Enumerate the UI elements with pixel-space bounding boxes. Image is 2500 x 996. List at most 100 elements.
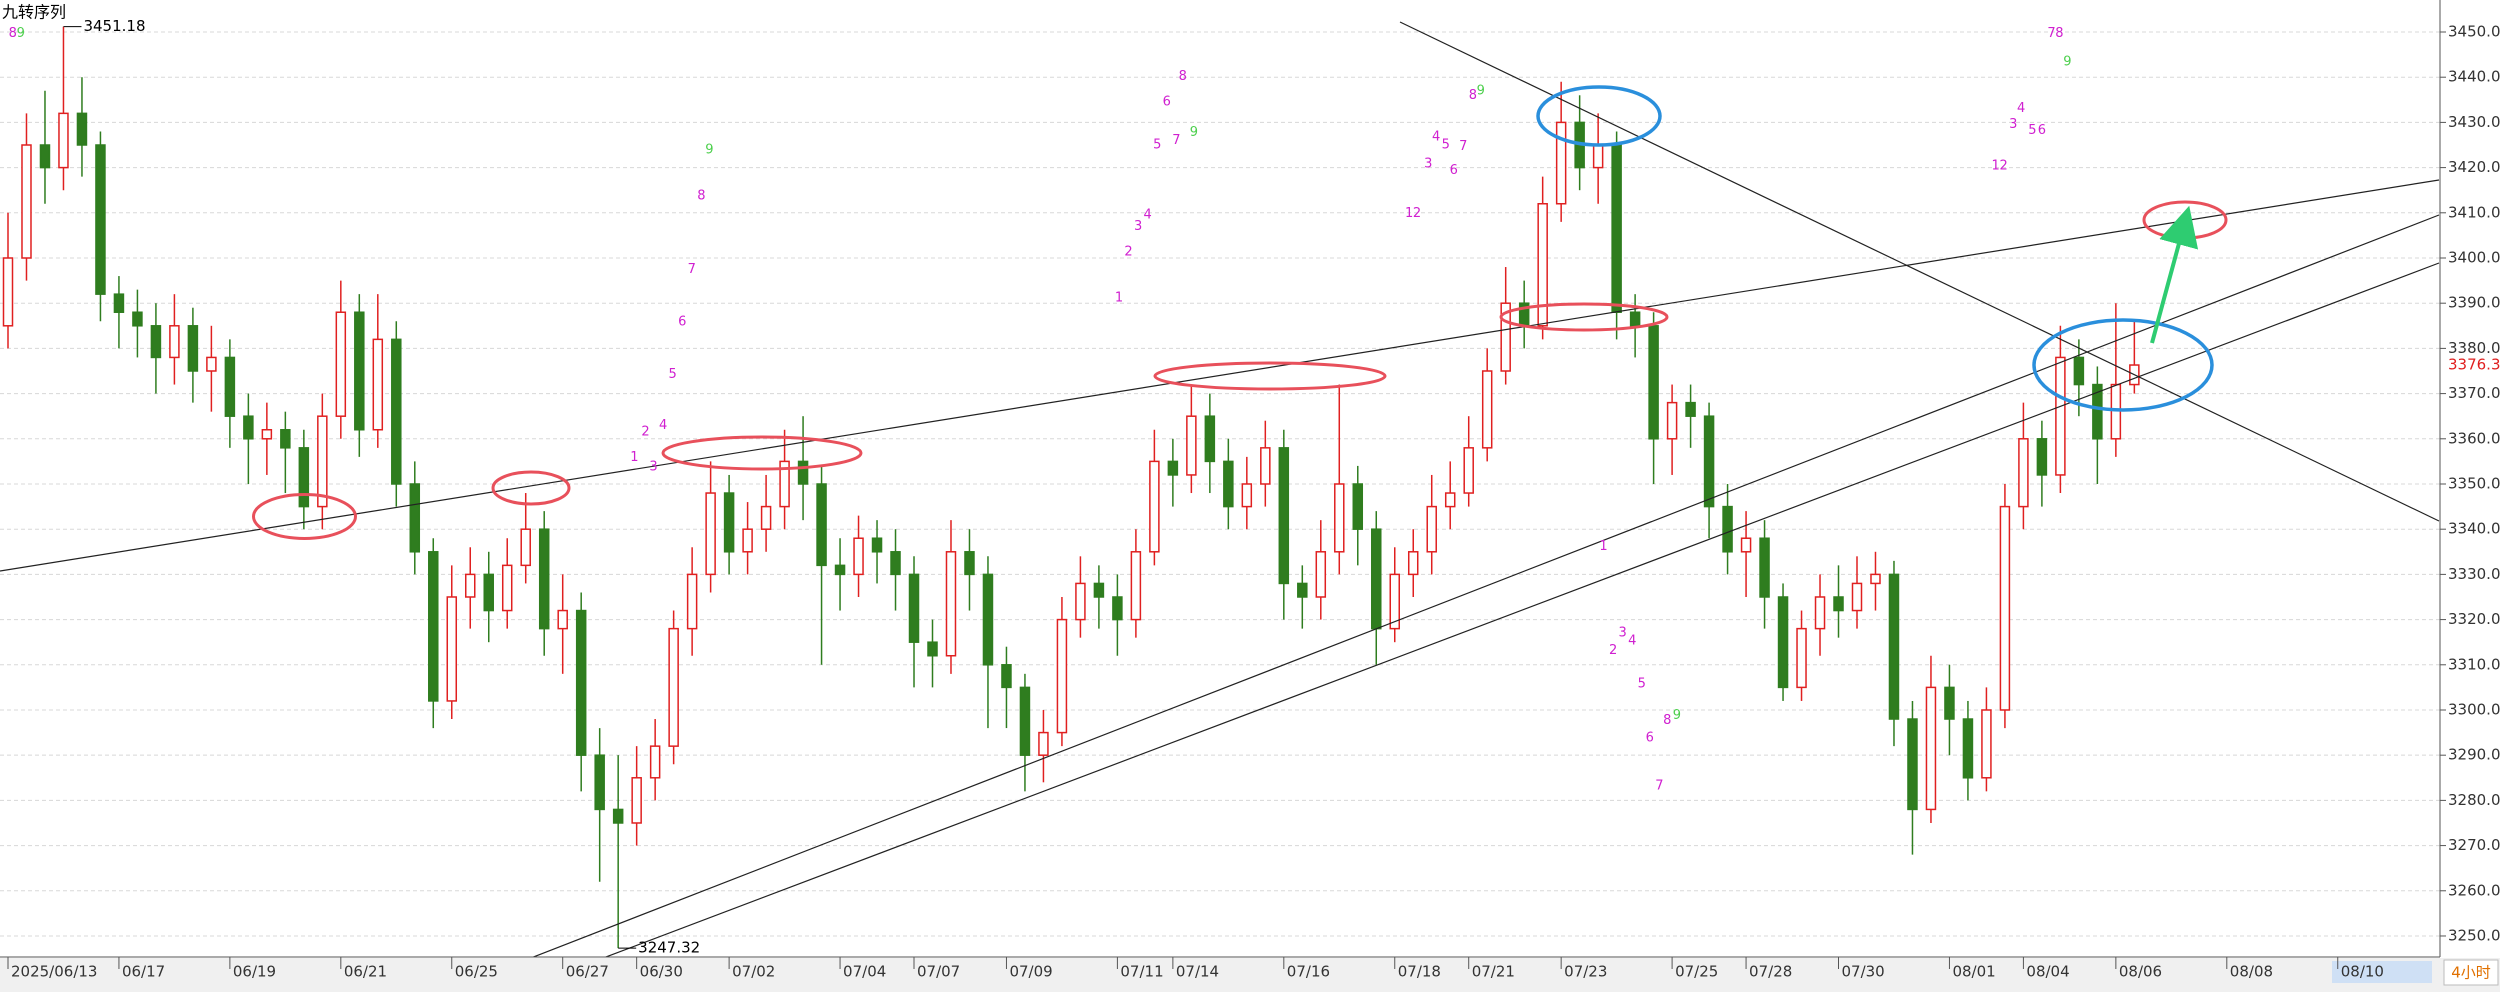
candle-body: [964, 551, 975, 576]
min-label: 3247.32: [638, 939, 700, 957]
candle-body: [132, 311, 143, 327]
date-highlight: [2332, 961, 2432, 983]
ellipse: [491, 470, 571, 506]
candle-body: [1426, 505, 1437, 553]
candle-body: [243, 415, 254, 440]
td-label: 4: [1144, 208, 1152, 223]
candle-body: [1130, 551, 1142, 621]
x-tick-label: 08/04: [2026, 963, 2069, 981]
candle-body: [1685, 401, 1696, 417]
candle-body: [465, 573, 476, 598]
trend-line: [604, 262, 2440, 957]
ellipse: [661, 435, 863, 471]
td-label: 2: [1413, 206, 1421, 221]
candle-body: [1925, 686, 1937, 811]
candle-body: [483, 573, 494, 612]
candle-body: [224, 356, 236, 417]
td-label: 4: [659, 418, 667, 433]
td-label: 5: [1153, 138, 1161, 153]
candle-body: [1629, 311, 1641, 327]
td-label: 9: [705, 142, 713, 157]
td-label: 1: [1405, 206, 1413, 221]
ellipse: [1536, 85, 1662, 147]
y-tick-label: 3290.00: [2448, 746, 2500, 764]
axes: 3250.00 3260.00 3270.00 3280.00 3290.00 3300.…: [7, 17, 2500, 981]
candles: [2, 26, 2140, 949]
candle-body: [1149, 460, 1160, 553]
td-label: 6: [2038, 123, 2046, 138]
ellipse: [2142, 200, 2228, 240]
candle-body: [21, 144, 32, 259]
candle-body: [982, 573, 994, 666]
candle-body: [354, 311, 365, 431]
current-price: 3376.32: [2448, 356, 2500, 374]
candle-body: [1777, 596, 1789, 689]
td-label: 7: [1459, 139, 1467, 154]
td-label: 1: [1115, 291, 1123, 306]
trend-line: [531, 214, 2440, 957]
x-tick-label: 06/21: [344, 963, 387, 981]
candle-body: [1112, 596, 1123, 621]
candle-body: [1537, 203, 1548, 327]
chart-title: 九转序列: [2, 3, 66, 22]
ellipse: [2032, 318, 2214, 412]
td-label: 8: [1469, 88, 1477, 103]
td-label: 7: [1172, 133, 1180, 148]
candle-body: [1944, 686, 1955, 720]
td-label: 2: [2000, 158, 2008, 173]
candle-body: [1204, 415, 1216, 463]
candle-body: [446, 596, 458, 702]
td-label: 6: [1646, 731, 1654, 746]
candle-body: [501, 564, 513, 612]
td-label: 5: [1638, 676, 1646, 691]
x-tick-label: 08/06: [2119, 963, 2162, 981]
td-label: 9: [17, 26, 25, 41]
y-tick-label: 3320.00: [2448, 610, 2500, 628]
td-label: 8: [2055, 26, 2063, 41]
td-label: 3: [1424, 157, 1432, 172]
candle-body: [1093, 582, 1105, 598]
x-tick-label: 07/07: [917, 963, 960, 981]
td-label: 2: [641, 424, 649, 439]
candle-body: [1981, 709, 1992, 779]
candle-body: [612, 808, 624, 824]
x-tick-label: 07/16: [1287, 963, 1330, 981]
candle-body: [871, 537, 883, 553]
candle-body: [1297, 582, 1308, 598]
td-label: 1: [630, 450, 638, 465]
candle-body: [1703, 415, 1715, 508]
y-tick-label: 3310.00: [2448, 655, 2500, 673]
candle-body: [1555, 121, 1567, 205]
td-label: 4: [2017, 101, 2025, 116]
ellipse: [1153, 361, 1387, 391]
td-label: 5: [669, 367, 677, 382]
trend-line: [1399, 21, 2440, 522]
candle-body: [575, 609, 587, 756]
candle-body: [1463, 447, 1474, 494]
y-tick-label: 3420.00: [2448, 158, 2500, 176]
x-tick-label: 07/28: [1749, 963, 1792, 981]
candle-body: [2073, 356, 2085, 386]
td-label: 9: [1477, 83, 1485, 98]
candle-body: [1666, 401, 1678, 440]
candle-body: [1038, 731, 1049, 756]
x-tick-label: 08/01: [1952, 963, 1995, 981]
candle-body: [39, 144, 51, 169]
candle-body: [1648, 325, 1659, 440]
candle-body: [2036, 438, 2048, 476]
price-box: [2442, 355, 2500, 376]
td-label: 9: [2063, 55, 2071, 70]
td-label: 2: [1124, 244, 1132, 259]
td-label: 7: [2047, 26, 2055, 41]
candle-body: [1444, 492, 1456, 508]
td-label: 7: [1655, 778, 1663, 793]
candle-body: [428, 551, 439, 702]
candle-body: [908, 573, 920, 643]
x-tick-label: 07/11: [1120, 963, 1163, 981]
y-tick-label: 3250.00: [2448, 926, 2500, 944]
td-label: 6: [1163, 95, 1171, 110]
candle-body: [1167, 460, 1179, 476]
candle-body: [1481, 370, 1493, 449]
candle-body: [409, 483, 421, 553]
candle-body: [58, 112, 69, 169]
